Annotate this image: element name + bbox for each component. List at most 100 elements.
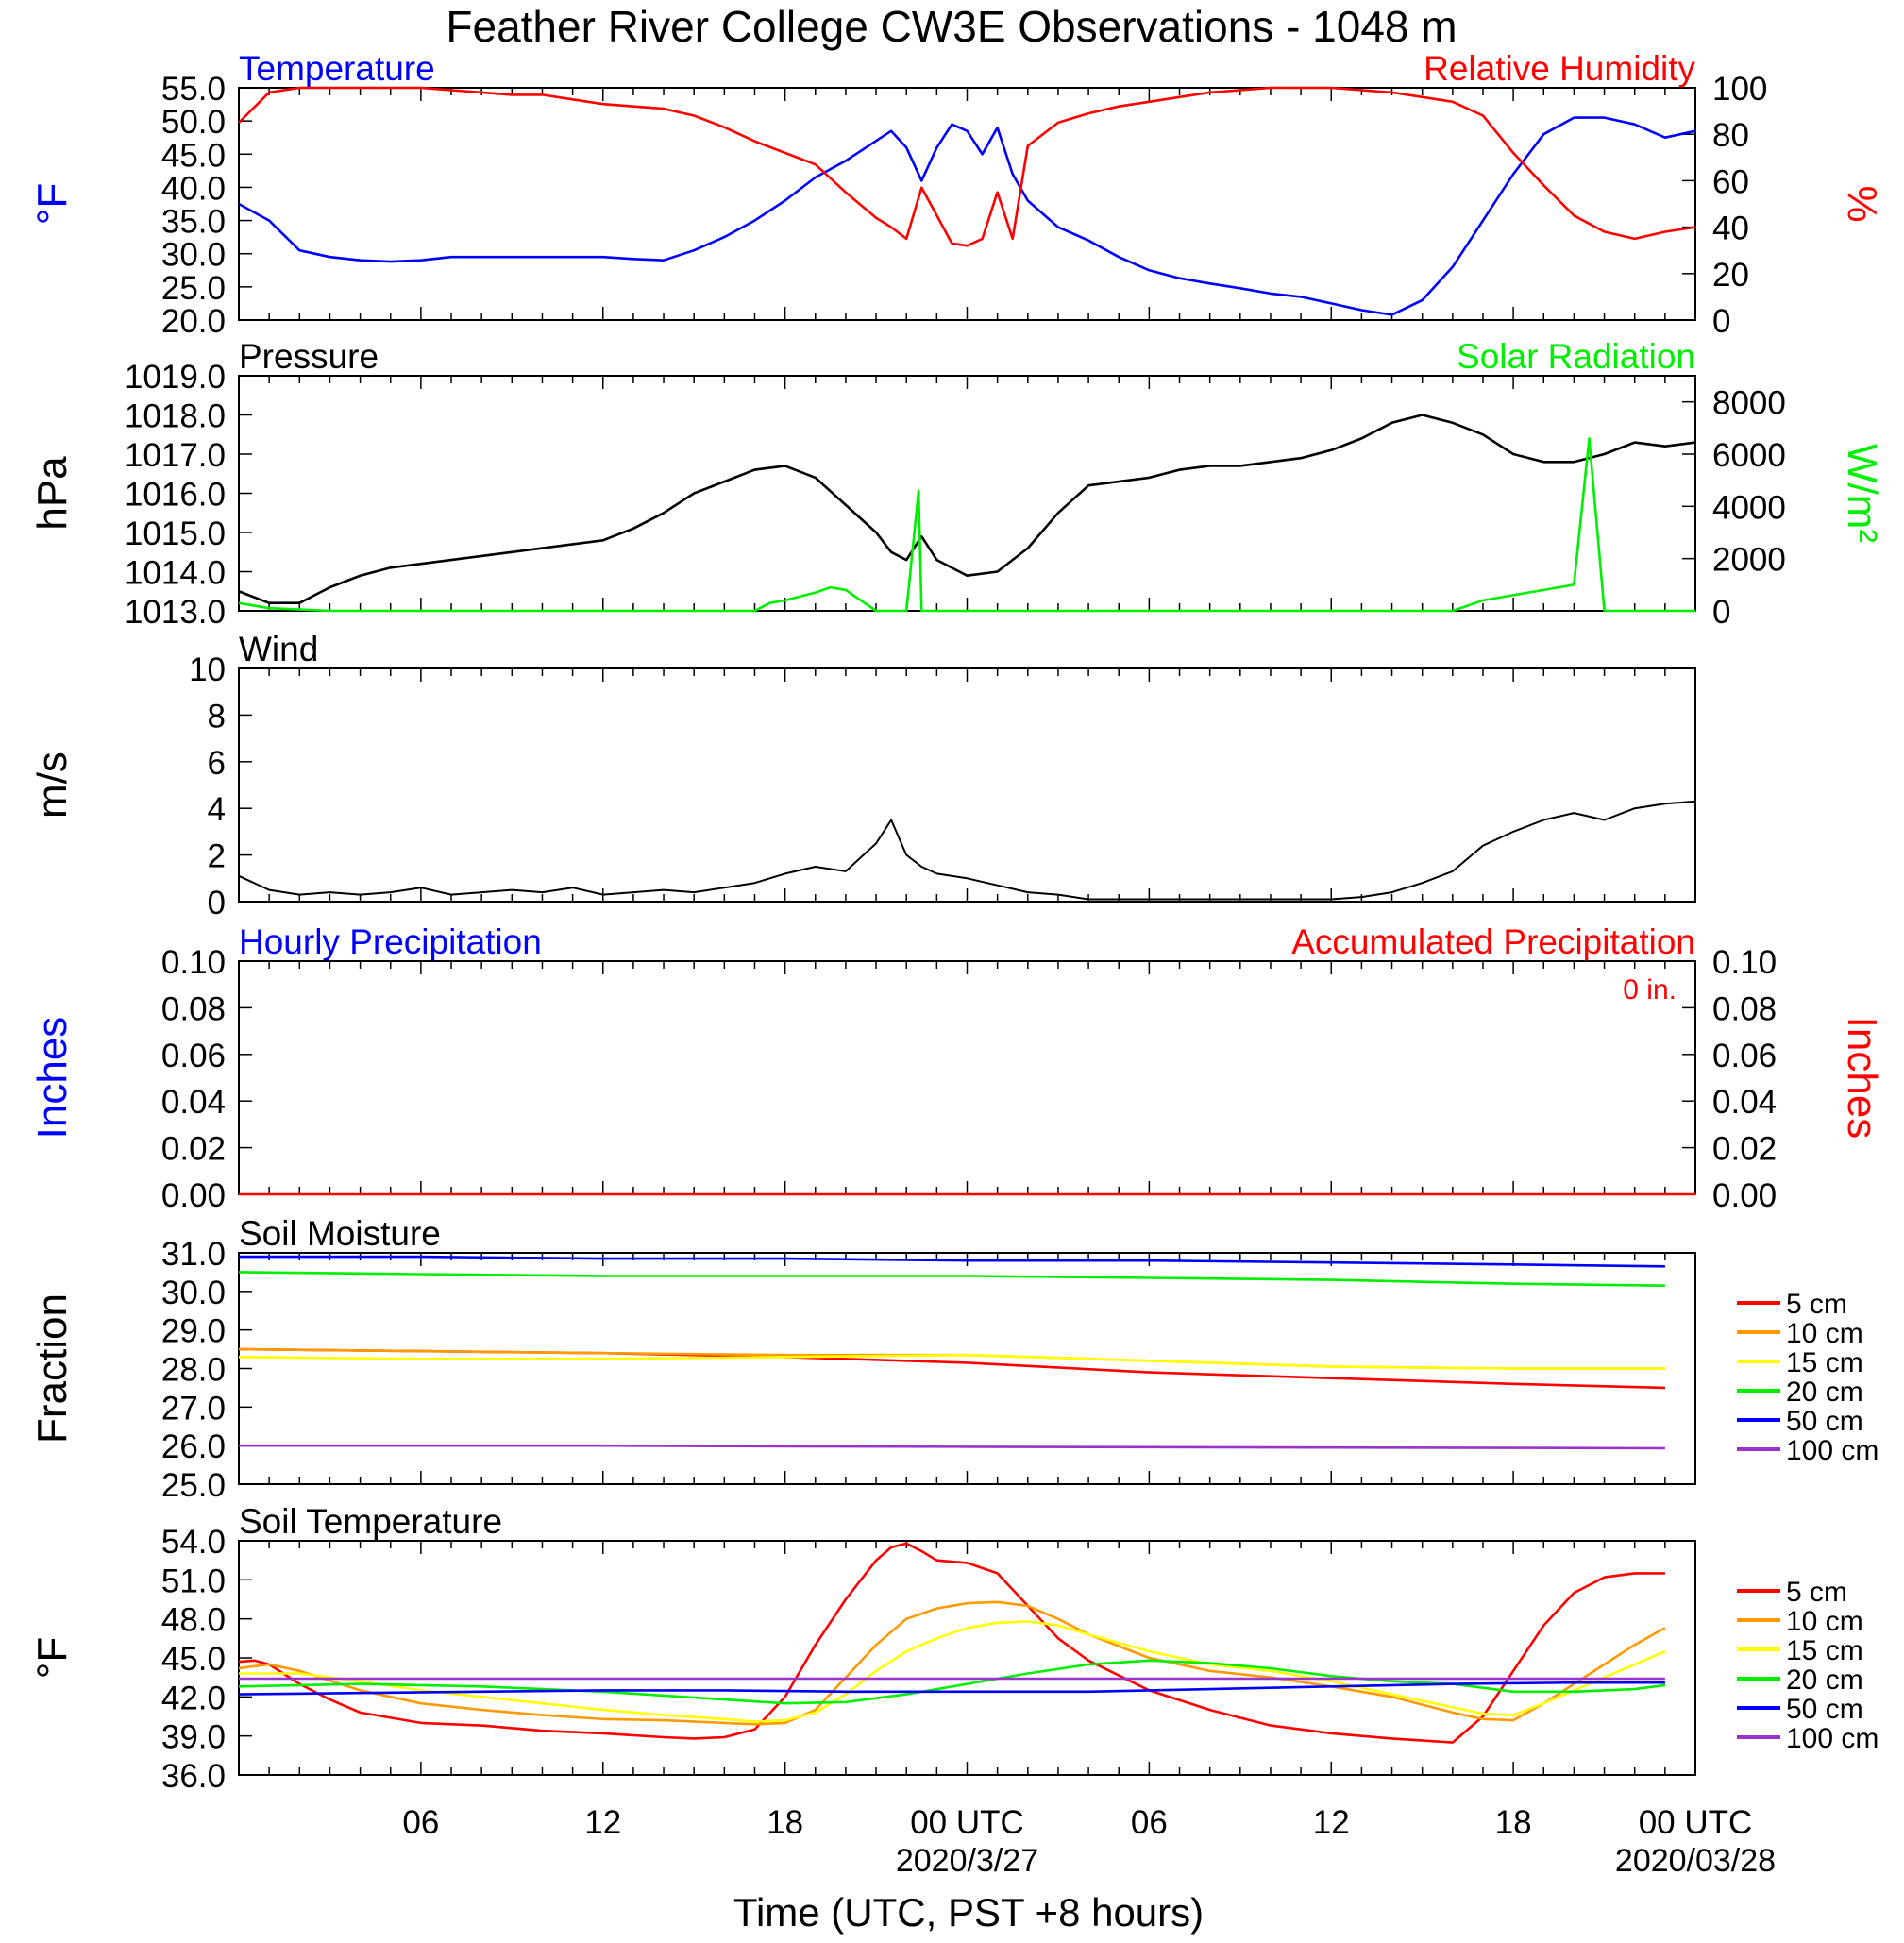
legend-label: 20 cm [1786, 1377, 1863, 1408]
x-tick-label: 12 [584, 1804, 621, 1841]
panel-title-left: Temperature [239, 49, 435, 88]
y-tick-label-right: 2000 [1712, 542, 1786, 579]
y-tick-label: 1019.0 [125, 359, 226, 396]
y-tick-label: 0.10 [161, 944, 226, 981]
plot-frame [238, 960, 1696, 1195]
y-tick-label: 35.0 [161, 204, 226, 241]
y-tick-label: 36.0 [161, 1758, 226, 1795]
y-tick-label: 30.0 [161, 1275, 226, 1311]
y-tick-label-right: 0.04 [1712, 1084, 1777, 1121]
x-tick-label: 18 [767, 1804, 803, 1841]
y-tick-label-right: 4000 [1712, 489, 1786, 526]
x-axis-label: Time (UTC, PST +8 hours) [733, 1890, 1204, 1935]
panel-title-right: Relative Humidity [1424, 49, 1695, 88]
panel-title-left: Soil Temperature [239, 1502, 502, 1541]
y-tick-label: 0.04 [161, 1084, 226, 1121]
y-tick-label: 0.08 [161, 990, 226, 1027]
y-tick-label-right: 100 [1712, 71, 1767, 108]
y-tick-label-right: 0.02 [1712, 1131, 1777, 1168]
panel-title-right: Accumulated Precipitation [1291, 922, 1695, 961]
y-tick-label: 25.0 [161, 1467, 226, 1504]
x-tick-label: 00 UTC [1639, 1804, 1753, 1841]
y-tick-label-right: 40 [1712, 211, 1749, 247]
y-tick-label: 10 [189, 651, 226, 688]
y-tick-label: 27.0 [161, 1390, 226, 1427]
y-axis-label-right: W/m² [1839, 444, 1885, 543]
y-axis-label-left: m/s [29, 752, 76, 819]
plot-frame [238, 87, 1696, 321]
y-tick-label: 55.0 [161, 71, 226, 108]
plot-frame [238, 667, 1696, 903]
chart-panel-3: 0 2 4 6 8 10 Wind m/s [29, 630, 1696, 921]
y-tick-label: 1016.0 [125, 477, 226, 514]
panel-title-left: Pressure [239, 337, 379, 376]
y-tick-label: 0.02 [161, 1131, 226, 1168]
y-tick-label-right: 0.06 [1712, 1038, 1777, 1074]
y-tick-label: 1013.0 [125, 594, 226, 631]
y-tick-label: 20.0 [161, 303, 226, 340]
series-line-solar-radiation [238, 437, 1695, 613]
legend-label: 5 cm [1786, 1289, 1847, 1320]
x-tick-label: 06 [1131, 1804, 1168, 1841]
y-tick-label: 0.00 [161, 1177, 226, 1214]
y-tick-label-right: 0.08 [1712, 990, 1777, 1027]
y-axis-label-left: Fraction [29, 1293, 76, 1444]
chart-panel-1: 20.025.030.035.040.045.050.055.0 0 20 40 60 8… [29, 49, 1885, 340]
y-tick-label-right: 6000 [1712, 437, 1786, 474]
series-line-20-cm [238, 1659, 1666, 1705]
series-line-15-cm [238, 1353, 1665, 1370]
legend-label: 5 cm [1786, 1577, 1847, 1608]
chart-panel-2: 1013.01014.01015.01016.01017.01018.01019… [29, 337, 1885, 631]
legend-label: 50 cm [1786, 1406, 1863, 1437]
legend-label: 50 cm [1786, 1694, 1863, 1725]
y-tick-label: 31.0 [161, 1236, 226, 1273]
y-tick-label: 50.0 [161, 104, 226, 141]
series-line-5-cm [238, 1542, 1665, 1744]
series-line-pressure [238, 414, 1696, 605]
y-tick-label: 40.0 [161, 170, 226, 207]
chart-panel-6: 36.039.042.045.048.051.054.0 Soil Tempera… [29, 1502, 1879, 1795]
y-tick-label: 42.0 [161, 1680, 226, 1716]
x-tick-label: 06 [402, 1804, 439, 1841]
precip-annotation: 0 in. [1623, 974, 1677, 1005]
y-tick-label: 54.0 [161, 1524, 226, 1561]
y-tick-label: 0 [208, 885, 226, 921]
y-axis-label-left: hPa [29, 456, 76, 531]
series-line-50-cm [239, 1255, 1665, 1268]
legend-label: 10 cm [1786, 1318, 1863, 1349]
chart-panel-5: 25.026.027.028.029.030.031.0 Soil Moistur… [29, 1214, 1879, 1504]
series-line-15-cm [239, 1620, 1666, 1723]
y-tick-label-right: 20 [1712, 257, 1749, 294]
y-tick-label: 1018.0 [125, 398, 226, 435]
date-label: 2020/03/28 [1615, 1843, 1776, 1879]
y-axis-label-right: Inches [1839, 1017, 1885, 1140]
y-tick-label: 6 [208, 745, 226, 782]
y-axis-label-left: °F [29, 1637, 76, 1679]
y-tick-label: 25.0 [161, 270, 226, 307]
legend-label: 100 cm [1786, 1435, 1879, 1466]
series-line-10-cm [238, 1600, 1666, 1726]
panel-title-left: Hourly Precipitation [239, 922, 542, 961]
y-tick-label: 4 [208, 791, 226, 828]
legend-label: 15 cm [1786, 1347, 1863, 1378]
y-tick-label: 8 [208, 698, 226, 735]
y-axis-label-left: Inches [29, 1017, 76, 1140]
panel-title-right: Solar Radiation [1457, 337, 1695, 376]
series-line-relative-humidity [238, 86, 1696, 247]
y-axis-label-left: °F [29, 183, 76, 225]
x-tick-label: 12 [1313, 1804, 1350, 1841]
y-tick-label: 28.0 [161, 1352, 226, 1389]
y-tick-label-right: 80 [1712, 117, 1749, 154]
y-tick-label: 0.06 [161, 1038, 226, 1074]
panels-group: 20.025.030.035.040.045.050.055.002040608… [29, 49, 1885, 1795]
y-tick-label: 51.0 [161, 1563, 226, 1599]
legend-label: 20 cm [1786, 1664, 1863, 1696]
y-tick-label: 26.0 [161, 1428, 226, 1465]
y-tick-label: 2 [208, 838, 226, 875]
series-line-100-cm [239, 1444, 1665, 1450]
y-tick-label: 29.0 [161, 1313, 226, 1350]
